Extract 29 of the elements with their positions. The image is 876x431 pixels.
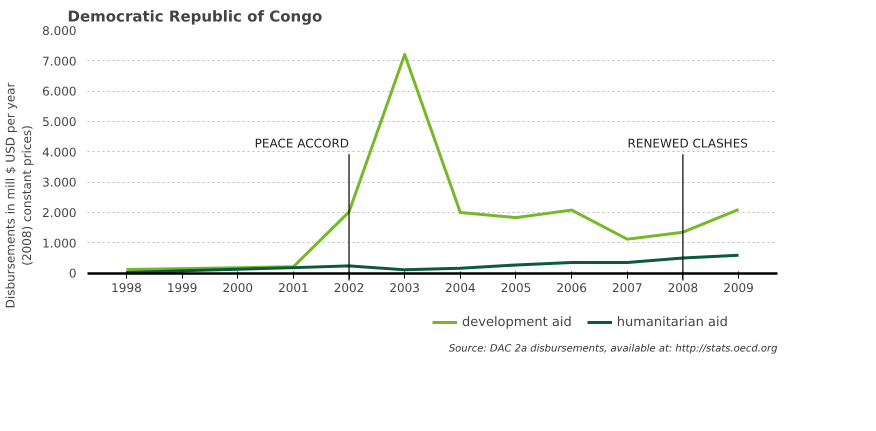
ref-line-label: RENEWED CLASHES — [628, 136, 748, 150]
y-tick-label: 2.000 — [42, 206, 77, 220]
y-tick-label: 8.000 — [42, 24, 77, 38]
y-tick-label: 6.000 — [42, 84, 77, 99]
x-tick-label: 2008 — [668, 281, 698, 296]
x-tick-label: 2000 — [222, 281, 254, 296]
y-tick-label: 4.000 — [42, 145, 77, 160]
line-series — [124, 254, 740, 274]
y-tick-label: 1.000 — [42, 236, 77, 250]
x-tick-label: 2007 — [612, 281, 643, 296]
x-tick-label: 1998 — [111, 281, 142, 296]
ref-line-label: PEACE ACCORD — [254, 136, 350, 150]
x-tick-label: 2001 — [278, 281, 309, 296]
x-tick-label: 2004 — [445, 281, 476, 296]
y-tick-label: 7.000 — [42, 54, 77, 68]
y-tick-label: 5.000 — [42, 114, 77, 129]
y-tick-label: 0 — [68, 266, 77, 281]
x-tick-label: 2009 — [723, 281, 754, 296]
legend-label: humanitarian aid — [616, 314, 728, 330]
source-note: Source: DAC 2a disbursements, available at: http://stats.oecd.org — [448, 344, 778, 354]
chart-title: Democratic Republic of Congo — [68, 8, 322, 26]
x-tick-label: 1999 — [166, 281, 198, 296]
x-tick-label: 2003 — [389, 281, 420, 296]
y-axis-title: Disbursements in mill $ USD per year (2008) constant prices) — [3, 82, 34, 308]
x-tick-label: 2002 — [334, 281, 364, 296]
y-tick-label: 3.000 — [42, 176, 77, 190]
legend-label: development aid — [462, 314, 572, 330]
x-tick-label: 2005 — [500, 281, 532, 296]
x-tick-label: 2006 — [556, 281, 587, 296]
